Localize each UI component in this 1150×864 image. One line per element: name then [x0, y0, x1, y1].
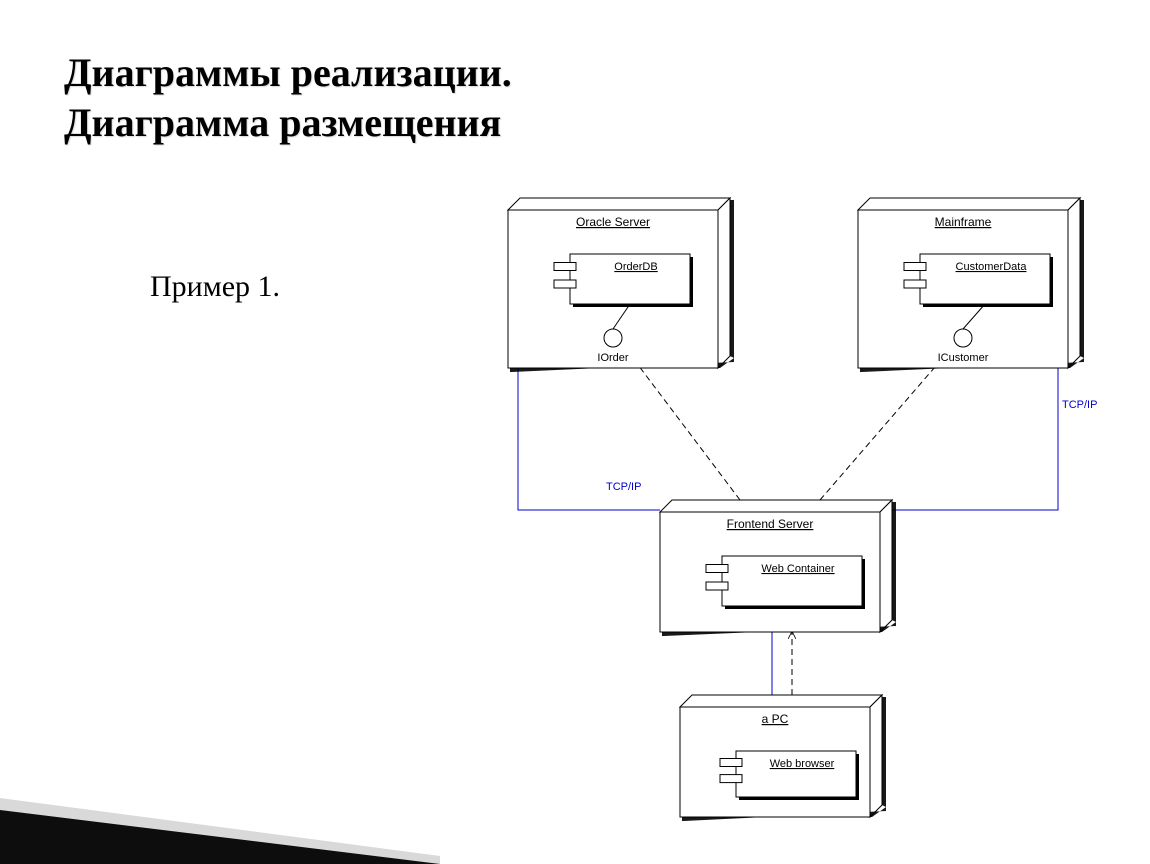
- slide-title: Диаграммы реализации. Диаграмма размещен…: [64, 48, 512, 148]
- deployment-node-frontend: Frontend Server Web Container: [660, 500, 896, 636]
- interface-label: ICustomer: [938, 352, 989, 364]
- deployment-node-mainframe: Mainframe CustomerData ICustomer: [858, 198, 1084, 372]
- interface-label: IOrder: [597, 352, 629, 364]
- component-label: Web Container: [761, 563, 835, 575]
- component-label: OrderDB: [614, 261, 657, 273]
- deployment-node-oracle: Oracle Server OrderDB IOrder: [508, 198, 734, 372]
- component-label: Web browser: [770, 758, 835, 770]
- interface-icustomer: [954, 329, 972, 347]
- component-webbrowser: Web browser: [720, 751, 859, 800]
- component-orderdb: OrderDB: [554, 254, 693, 307]
- title-line-2: Диаграмма размещения: [64, 100, 501, 145]
- title-line-1: Диаграммы реализации.: [64, 50, 512, 95]
- component-label: CustomerData: [956, 261, 1028, 273]
- interface-iorder: [604, 329, 622, 347]
- component-customerdata: CustomerData: [904, 254, 1053, 307]
- deployment-node-apc: a PC Web browser: [680, 695, 886, 821]
- node-title: Oracle Server: [576, 215, 650, 229]
- connection-label: TCP/IP: [1062, 399, 1097, 411]
- connection: [892, 368, 1058, 510]
- component-webcontainer: Web Container: [706, 556, 865, 609]
- connection-label: TCP/IP: [606, 481, 641, 493]
- node-title: Mainframe: [935, 215, 992, 229]
- deployment-diagram: TCP/IP TCP/IP Oracle Server OrderDB IOrder Ma…: [480, 190, 1120, 830]
- node-title: a PC: [762, 712, 789, 726]
- example-label: Пример 1.: [150, 270, 280, 304]
- slide-decoration: [0, 784, 440, 864]
- node-title: Frontend Server: [727, 517, 814, 531]
